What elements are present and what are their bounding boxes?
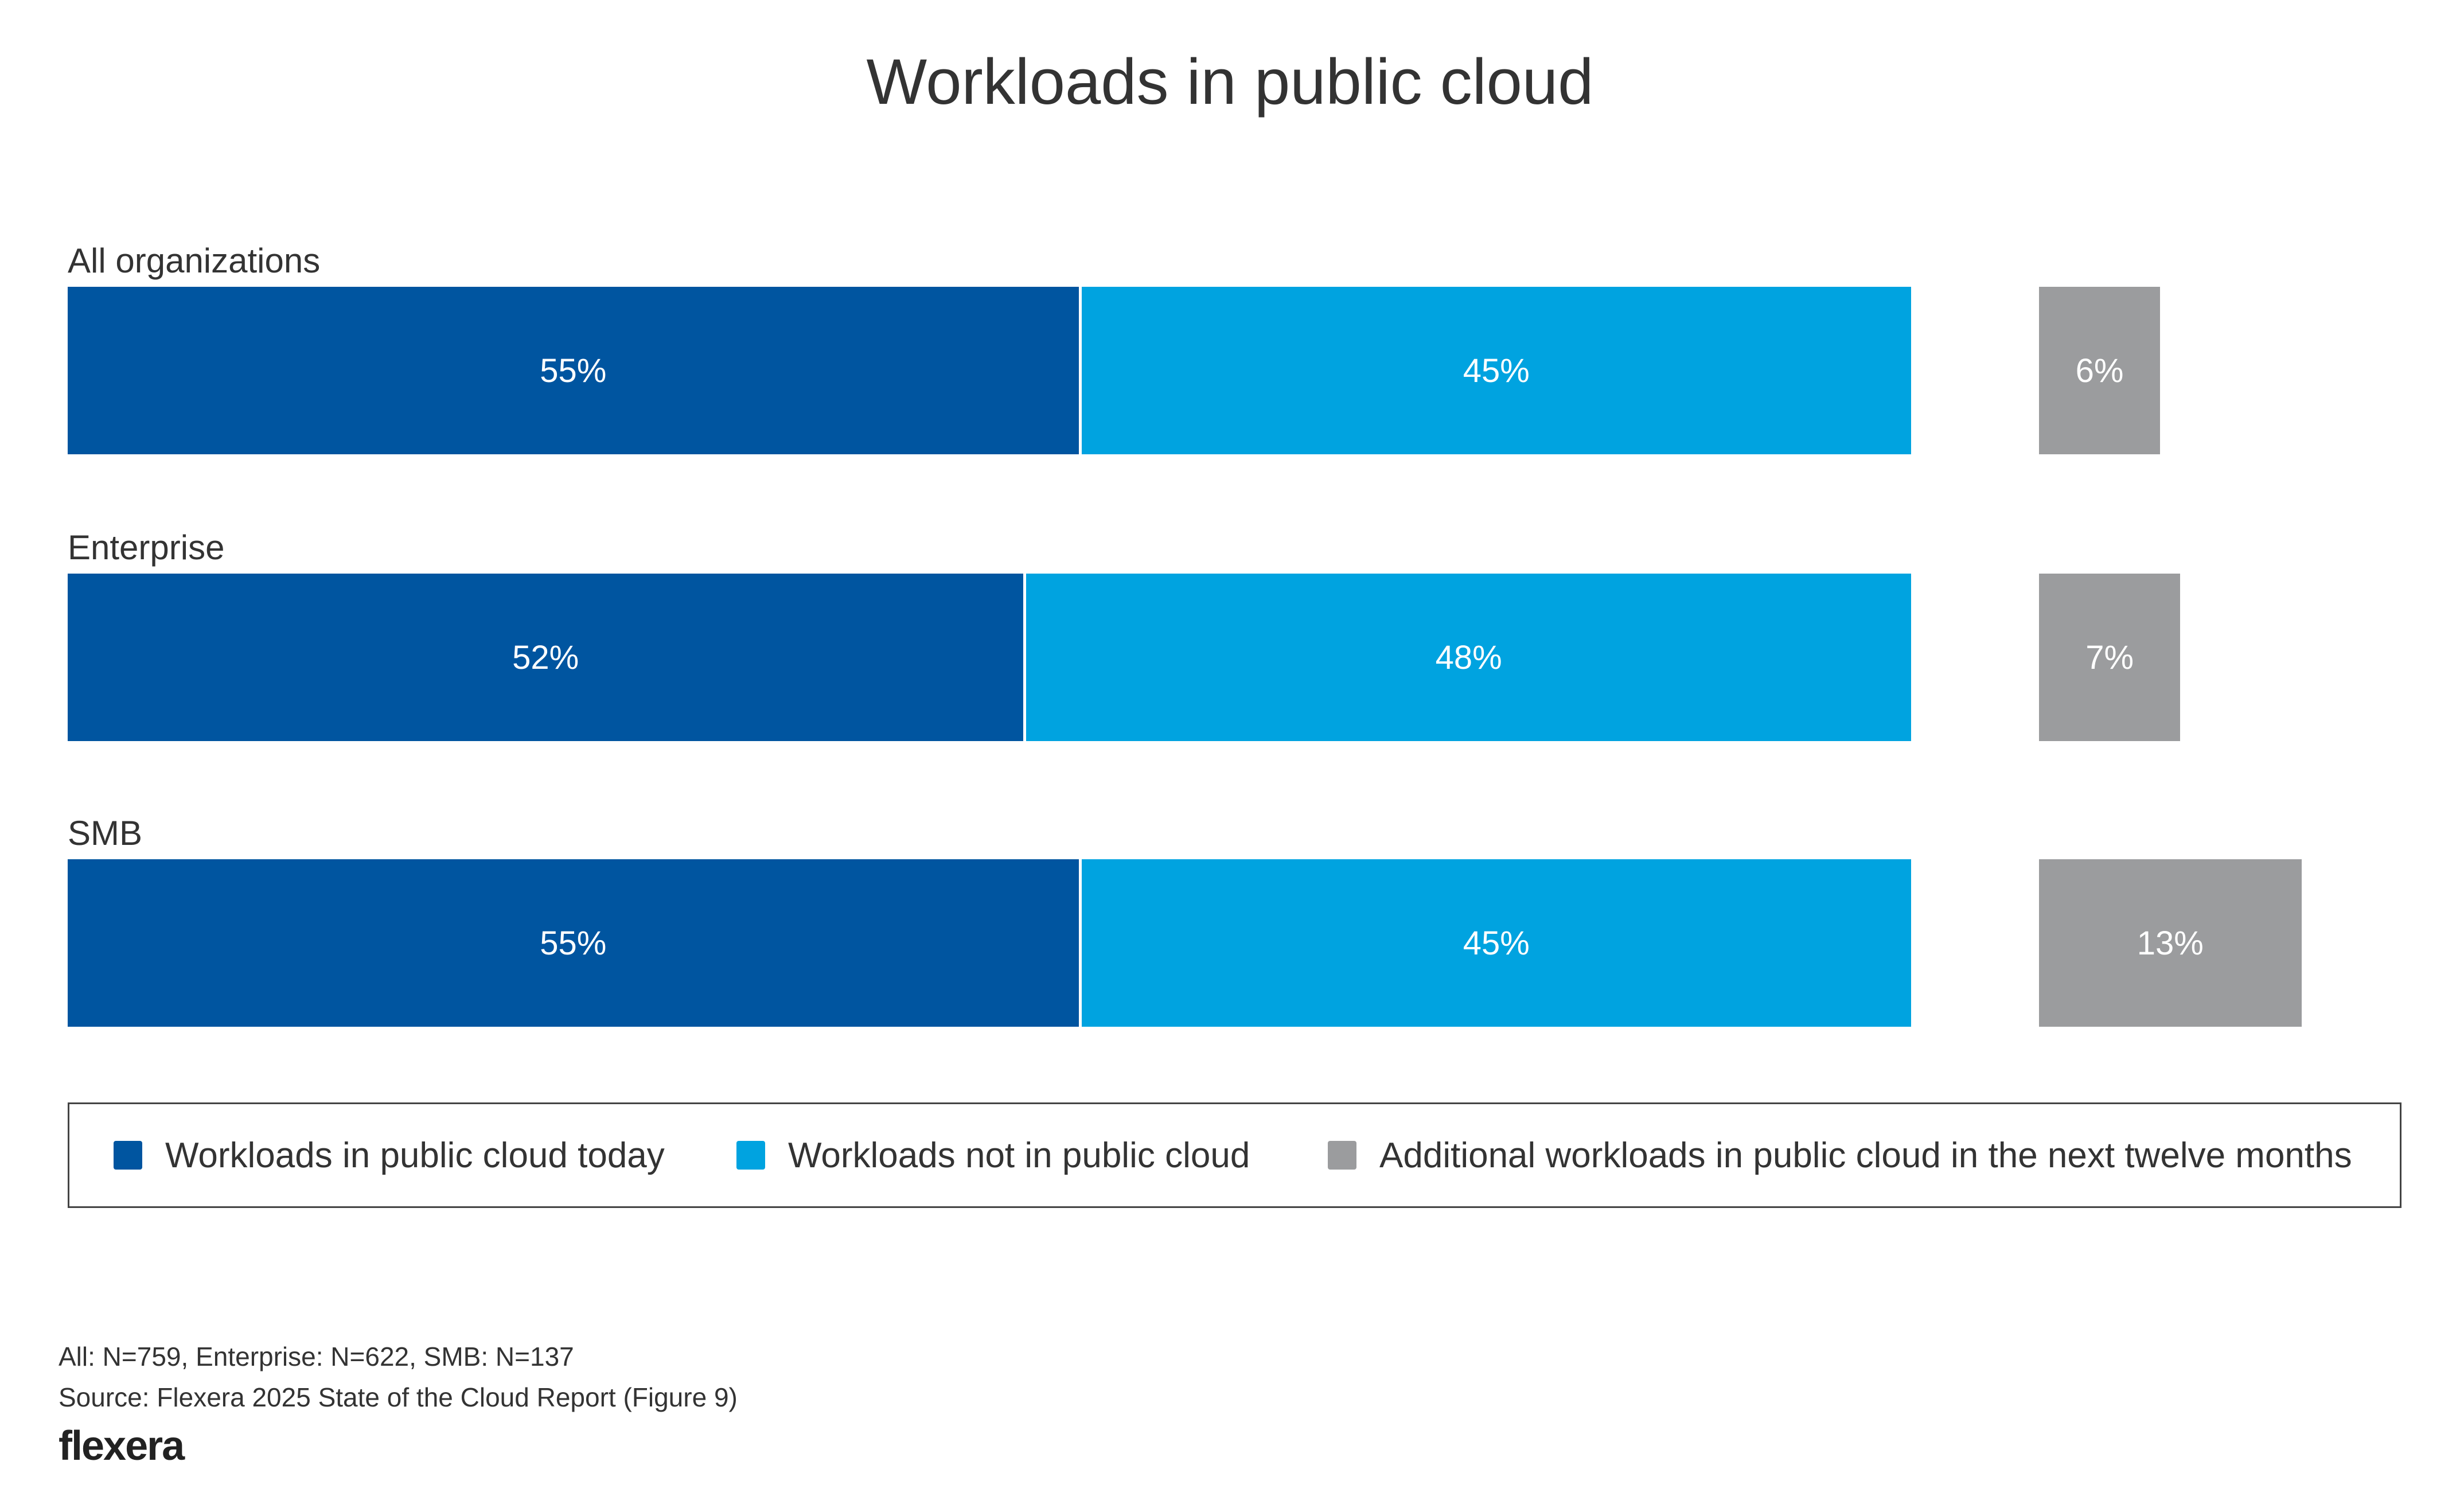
- row-label: Enterprise: [68, 528, 225, 567]
- bar-value-label: 45%: [1463, 352, 1530, 389]
- bar-value-label: 55%: [540, 924, 607, 962]
- bar-segment: 45%: [1081, 287, 1911, 454]
- bar-value-label: 52%: [512, 638, 579, 676]
- bar-value-label: 13%: [2137, 924, 2204, 962]
- bar-value-label: 7%: [2085, 638, 2134, 676]
- legend-label: Workloads not in public cloud: [788, 1135, 1250, 1175]
- bar-segment: 52%: [68, 574, 1027, 741]
- row-label: SMB: [68, 814, 143, 852]
- legend-item-today: Workloads in public cloud today: [114, 1104, 665, 1206]
- bar-segment: 55%: [68, 287, 1082, 454]
- bar-segment: 7%: [2039, 574, 2181, 741]
- legend-label: Additional workloads in public cloud in …: [1379, 1135, 2352, 1175]
- bar-value-label: 45%: [1463, 924, 1530, 962]
- sample-note: All: N=759, Enterprise: N=622, SMB: N=13…: [59, 1342, 574, 1371]
- row-label: All organizations: [68, 241, 321, 280]
- source-note: Source: Flexera 2025 State of the Cloud …: [59, 1382, 738, 1412]
- legend-item-not: Workloads not in public cloud: [736, 1104, 1250, 1206]
- bar-value-label: 55%: [540, 352, 607, 389]
- bar-segment: 13%: [2039, 859, 2302, 1027]
- bar-segment: 6%: [2039, 287, 2161, 454]
- chart-title: Workloads in public cloud: [866, 46, 1594, 118]
- bar-segment: 48%: [1026, 574, 1911, 741]
- legend-label: Workloads in public cloud today: [165, 1135, 665, 1175]
- legend-swatch: [736, 1141, 765, 1170]
- legend-swatch: [1328, 1141, 1356, 1170]
- legend-item-additional: Additional workloads in public cloud in …: [1328, 1104, 2352, 1206]
- flexera-logo: flexera: [59, 1423, 185, 1469]
- bar-value-label: 48%: [1435, 638, 1502, 676]
- legend-swatch: [114, 1141, 142, 1170]
- legend: Workloads in public cloud today Workload…: [68, 1102, 2401, 1208]
- bar-value-label: 6%: [2075, 352, 2124, 389]
- bar-segment: 45%: [1081, 859, 1911, 1027]
- bar-segment: 55%: [68, 859, 1082, 1027]
